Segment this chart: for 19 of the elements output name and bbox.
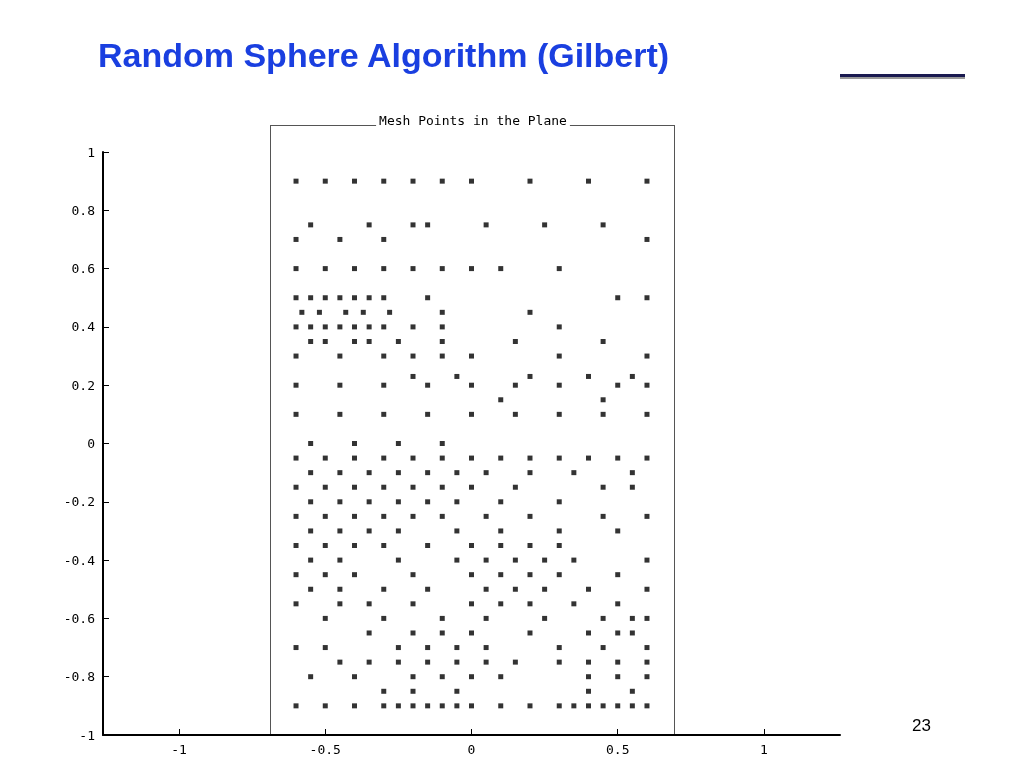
text: 23 [912, 716, 931, 736]
y-tick-label: 0 [87, 436, 95, 451]
y-tick-label: -0.4 [63, 552, 96, 568]
y-tick-label: -1 [79, 727, 95, 743]
y-tick-label: -0.6 [63, 610, 95, 626]
y-tick-label: 0.4 [71, 319, 96, 335]
y-tick-label: -0.8 [63, 669, 95, 685]
y-tick-label: 0.6 [71, 261, 95, 277]
chart-title: Random Sphere Algorithm (Gilbert) [98, 36, 670, 75]
x-tick-label: 1 [760, 742, 768, 757]
chart-subtitle: Mesh Points in the Plane [379, 113, 568, 128]
x-tick-label: -0.5 [309, 742, 341, 757]
x-tick-label: 0 [467, 742, 476, 757]
y-tick-label: 0.8 [71, 202, 95, 218]
y-tick-label: 1 [87, 144, 95, 160]
y-tick-label: 0.2 [71, 377, 95, 393]
x-tick-label: 0.5 [605, 742, 630, 757]
x-tick-label: -1 [171, 742, 187, 757]
y-tick-label: -0.2 [63, 494, 95, 510]
